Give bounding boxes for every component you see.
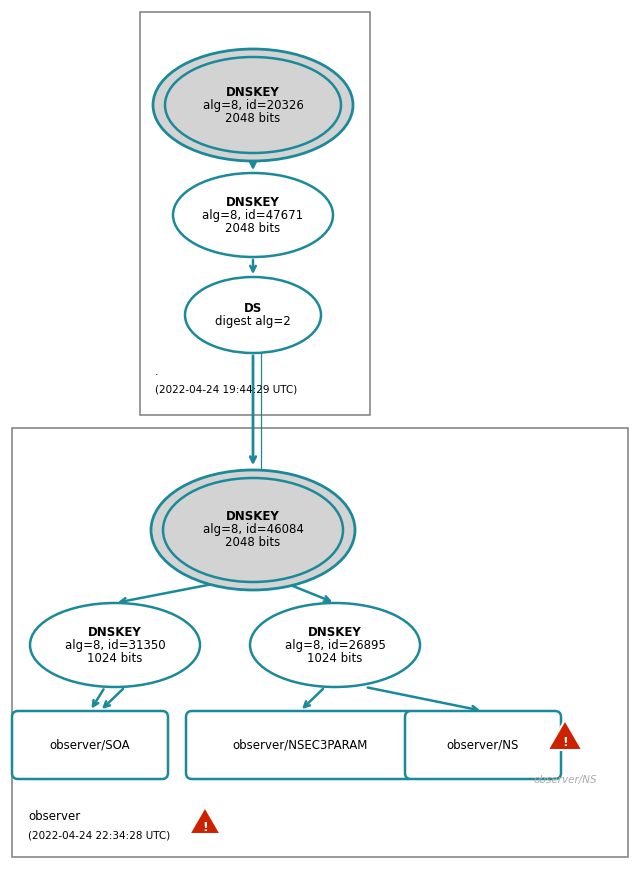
Ellipse shape [250, 603, 420, 687]
Text: observer: observer [28, 810, 80, 823]
FancyBboxPatch shape [186, 711, 414, 779]
Text: .: . [155, 367, 159, 377]
Text: DNSKEY: DNSKEY [226, 196, 280, 209]
Text: observer/NS: observer/NS [533, 775, 597, 785]
Text: alg=8, id=46084: alg=8, id=46084 [203, 523, 303, 536]
Text: 1024 bits: 1024 bits [307, 652, 363, 665]
FancyBboxPatch shape [140, 12, 370, 415]
FancyBboxPatch shape [12, 711, 168, 779]
Text: !: ! [202, 821, 208, 834]
Text: observer/NSEC3PARAM: observer/NSEC3PARAM [232, 739, 368, 752]
Text: DNSKEY: DNSKEY [226, 510, 280, 523]
Ellipse shape [185, 277, 321, 353]
Text: alg=8, id=47671: alg=8, id=47671 [202, 209, 303, 222]
Text: DNSKEY: DNSKEY [88, 626, 142, 639]
Text: 2048 bits: 2048 bits [225, 222, 280, 235]
Text: !: ! [562, 737, 568, 749]
Ellipse shape [30, 603, 200, 687]
FancyBboxPatch shape [405, 711, 561, 779]
Ellipse shape [153, 49, 353, 161]
Text: alg=8, id=31350: alg=8, id=31350 [65, 639, 165, 652]
Text: 1024 bits: 1024 bits [87, 652, 143, 665]
Text: (2022-04-24 19:44:29 UTC): (2022-04-24 19:44:29 UTC) [155, 385, 297, 395]
Polygon shape [189, 807, 221, 834]
Polygon shape [548, 720, 582, 750]
Text: observer/NS: observer/NS [447, 739, 519, 752]
FancyBboxPatch shape [12, 428, 628, 857]
Text: alg=8, id=26895: alg=8, id=26895 [285, 639, 385, 652]
Text: DNSKEY: DNSKEY [308, 626, 362, 639]
Ellipse shape [173, 173, 333, 257]
Text: (2022-04-24 22:34:28 UTC): (2022-04-24 22:34:28 UTC) [28, 830, 170, 840]
Ellipse shape [151, 470, 355, 590]
Text: 2048 bits: 2048 bits [225, 536, 280, 549]
Text: DNSKEY: DNSKEY [226, 85, 280, 98]
Ellipse shape [165, 57, 341, 153]
Text: 2048 bits: 2048 bits [225, 111, 280, 124]
Text: digest alg=2: digest alg=2 [215, 315, 291, 328]
Ellipse shape [163, 478, 343, 582]
Text: observer/SOA: observer/SOA [50, 739, 131, 752]
Text: alg=8, id=20326: alg=8, id=20326 [203, 98, 303, 111]
Text: DS: DS [244, 302, 262, 315]
